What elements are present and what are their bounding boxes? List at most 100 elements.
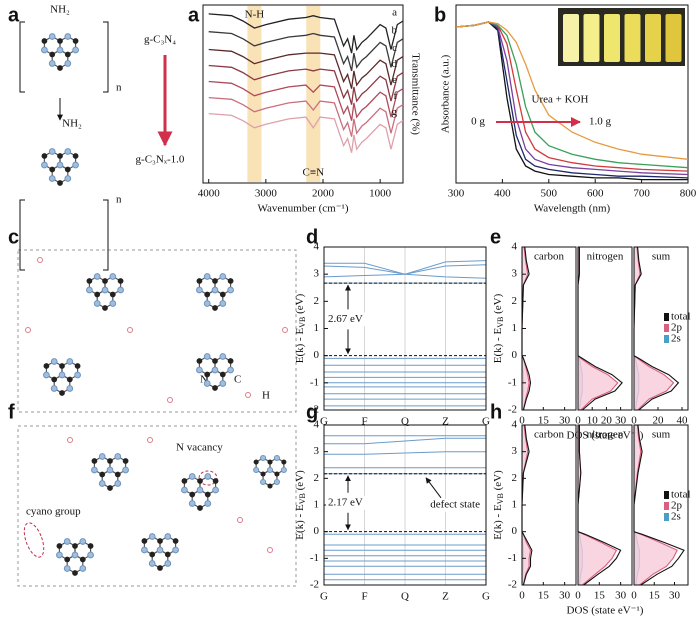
legend-label: 2p	[671, 500, 683, 512]
nitrogen-atom	[164, 560, 172, 567]
highlight-ellipse	[23, 522, 45, 558]
y-axis-label: E(k) - EVB (eV)	[294, 293, 307, 363]
carbon-atom	[41, 153, 48, 159]
nitrogen-atom	[203, 380, 211, 387]
carbon-atom	[212, 305, 218, 311]
series-line	[208, 13, 404, 54]
dos-line	[521, 424, 533, 586]
nitrogen-atom	[181, 486, 188, 494]
bracket	[103, 21, 109, 93]
carbon-atom	[74, 363, 81, 369]
plot-frame	[577, 424, 633, 586]
label-bg	[326, 495, 372, 510]
y-axis-label-part: E(k) - E	[492, 504, 504, 540]
carbon-atom	[267, 483, 273, 489]
panel-letter: e	[490, 226, 501, 248]
y-axis-label-part: E(k) - E	[294, 328, 306, 364]
y-axis-label-part: VB	[298, 493, 307, 504]
x-tick-label: 15	[594, 590, 606, 602]
carbon-atom	[57, 38, 63, 44]
carbon-atom	[212, 385, 218, 391]
dos-line	[577, 247, 623, 411]
nitrogen-atom	[227, 286, 234, 294]
nitrogen-atom	[93, 300, 101, 307]
vial	[665, 14, 682, 62]
annotation: defect state	[430, 498, 480, 510]
carbon-atom	[117, 278, 124, 284]
x-tick-label: 20	[601, 415, 613, 427]
vial	[583, 14, 600, 62]
carbon-atom	[72, 38, 79, 44]
carbon-atom	[72, 153, 79, 159]
nitrogen-atom	[219, 273, 227, 280]
carbon-atom	[59, 390, 65, 396]
x-tick-label: 1000	[369, 188, 392, 200]
y-tick-label: 3	[314, 268, 320, 280]
nitrogen-atom	[156, 546, 164, 554]
y-tick-label: -1	[508, 376, 517, 388]
nitrogen-atom	[203, 353, 211, 360]
y-tick-label: 3	[512, 445, 518, 457]
dos-line	[633, 246, 680, 411]
bracket	[103, 199, 109, 271]
nitrogen-atom	[109, 273, 117, 280]
nitrogen-atom	[91, 466, 98, 474]
panel-letter: c	[8, 226, 19, 248]
legend-swatch	[664, 335, 669, 343]
band-line	[324, 437, 486, 445]
carbon-atom	[267, 459, 273, 465]
carbon-atom	[253, 459, 259, 465]
carbon-atom	[72, 570, 78, 576]
y-tick-label: -2	[508, 404, 517, 416]
carbon-atom	[99, 471, 106, 478]
legend-swatch	[664, 313, 669, 321]
panel-letter: d	[306, 226, 318, 248]
carbon-atom	[57, 65, 63, 71]
x-tick-label: Q	[401, 416, 409, 428]
x-tick-label: Z	[442, 416, 449, 428]
dos-fill	[522, 247, 530, 410]
carbon-atom	[157, 565, 163, 571]
structure-box	[17, 249, 297, 413]
carbon-atom	[49, 166, 56, 173]
nitrogen-atom	[48, 60, 56, 67]
y-tick-label: 3	[512, 268, 518, 280]
group-label: NH₂	[50, 4, 70, 16]
nitrogen-atom	[64, 60, 72, 67]
nitrogen-atom	[48, 33, 56, 40]
y-tick-label: -2	[508, 579, 517, 591]
x-tick-label: 10	[587, 415, 599, 427]
nitrogen-atom	[48, 148, 56, 155]
x-tick-label: 0	[631, 590, 637, 602]
nitrogen-atom	[79, 538, 87, 545]
dos-line	[633, 246, 675, 411]
carbon-atom	[141, 538, 148, 544]
carbon-atom	[56, 543, 63, 549]
carbon-atom	[219, 291, 226, 298]
x-tick-label: 30	[559, 415, 571, 427]
x-tick-label: 2000	[312, 188, 335, 200]
y-axis-label-part: VB	[298, 317, 307, 328]
x-tick-label: G	[320, 416, 328, 428]
carbon-atom	[227, 358, 234, 364]
nitrogen-atom	[196, 366, 203, 374]
y-tick-label: 0	[512, 525, 518, 537]
carbon-atom	[196, 278, 203, 284]
series-line	[208, 48, 404, 89]
carbon-atom	[64, 556, 71, 563]
panel-letter: g	[306, 401, 318, 423]
carbon-atom	[102, 305, 108, 311]
carbon-atom	[107, 485, 113, 491]
y-axis-label-part: VB	[496, 317, 505, 328]
y-axis-label-part: (eV)	[492, 470, 504, 493]
vial	[604, 14, 620, 62]
y-tick-label: 2	[512, 472, 518, 484]
nitrogen-atom	[56, 551, 63, 559]
x-axis-label: DOS (state eV⁻¹)	[567, 430, 644, 442]
nitrogen-atom	[164, 533, 172, 540]
nitrogen-atom	[219, 300, 227, 307]
x-tick-label: 700	[633, 188, 650, 200]
atom-label: H	[262, 390, 270, 402]
y-axis-label: E(k) - EVB (eV)	[492, 470, 505, 540]
hydrogen-atom	[267, 547, 273, 553]
